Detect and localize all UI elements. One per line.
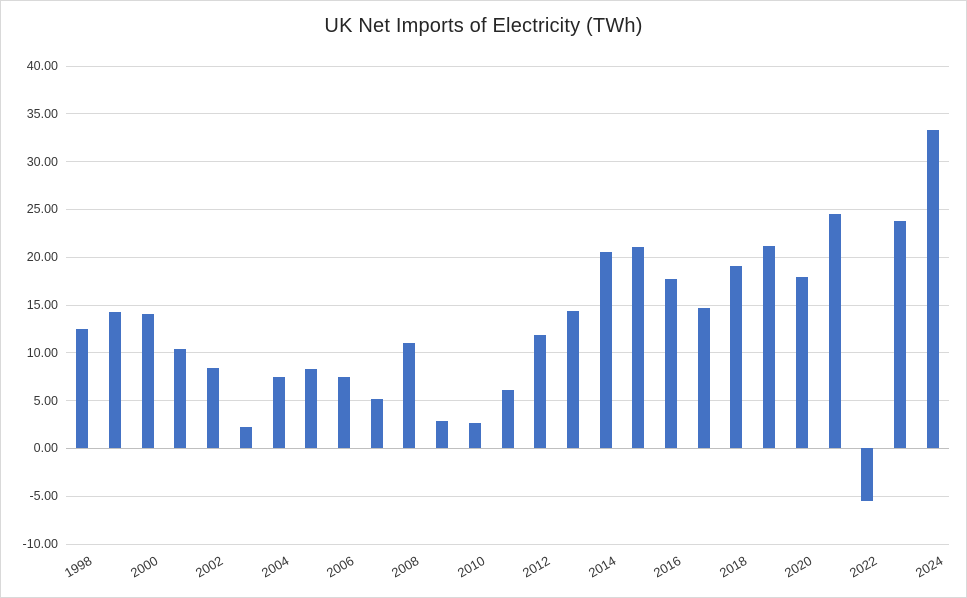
bar-2006: [337, 377, 350, 449]
bar-2019: [763, 246, 776, 449]
y-tick-label-0.00: 0.00: [33, 441, 58, 456]
x-tick-label-1998: 1998: [62, 553, 95, 581]
bar-2011: [501, 389, 514, 449]
x-tick-label-2010: 2010: [454, 553, 488, 581]
y-tick-label-10.00: 10.00: [26, 345, 58, 360]
x-tick-label-2022: 2022: [847, 553, 880, 581]
bar-2000: [141, 313, 154, 449]
bar-2018: [730, 265, 743, 449]
bar-2008: [403, 343, 416, 449]
x-tick-label-2014: 2014: [585, 553, 619, 581]
y-tick-label-35.00: 35.00: [26, 106, 58, 121]
bar-2020: [795, 276, 808, 449]
gridline-40: [66, 65, 949, 67]
y-tick-label--5.00: -5.00: [29, 489, 59, 504]
bar-2007: [370, 398, 383, 449]
bar-2010: [468, 422, 481, 449]
gridline--10: [66, 543, 949, 545]
bar-2021: [828, 213, 841, 449]
gridline-30: [66, 161, 949, 163]
gridline-20: [66, 256, 949, 258]
x-tick-label-2020: 2020: [781, 553, 815, 581]
x-tick-label-2018: 2018: [716, 553, 749, 581]
bar-1999: [109, 312, 122, 449]
bar-2024: [926, 129, 939, 449]
bar-2012: [534, 335, 547, 449]
gridline-25: [66, 208, 949, 210]
y-tick-label-5.00: 5.00: [33, 393, 58, 408]
bar-2004: [272, 376, 285, 449]
bar-2023: [893, 220, 906, 449]
gridline--5: [66, 495, 949, 497]
gridline-0: [66, 447, 949, 449]
chart-title: UK Net Imports of Electricity (TWh): [324, 15, 643, 37]
bar-2015: [632, 247, 645, 449]
x-tick-label-2024: 2024: [912, 553, 946, 581]
bar-2009: [436, 420, 449, 449]
x-tick-label-2016: 2016: [650, 553, 684, 581]
x-tick-label-2000: 2000: [127, 553, 161, 581]
x-tick-label-2002: 2002: [193, 553, 226, 581]
gridline-35: [66, 113, 949, 115]
x-tick-label-2006: 2006: [323, 553, 357, 581]
gridline-10: [66, 352, 949, 354]
y-tick-label--10.00: -10.00: [22, 537, 58, 551]
x-tick-label-2012: 2012: [520, 553, 553, 581]
bar-2003: [239, 427, 252, 449]
y-tick-label-30.00: 30.00: [26, 154, 58, 169]
y-tick-label-25.00: 25.00: [26, 202, 58, 217]
bar-2014: [599, 252, 612, 449]
bar-2016: [665, 278, 678, 449]
gridline-15: [66, 304, 949, 306]
bar-1998: [76, 329, 89, 449]
bar-2002: [207, 368, 220, 449]
bar-2001: [174, 348, 187, 449]
bar-2005: [305, 369, 318, 449]
y-tick-label-15.00: 15.00: [26, 298, 58, 312]
bar-2017: [697, 307, 710, 449]
x-tick-label-2008: 2008: [389, 553, 422, 581]
bar-2022: [861, 448, 874, 501]
y-tick-label-40.00: 40.00: [26, 59, 58, 73]
bar-2013: [566, 310, 579, 449]
x-tick-label-2004: 2004: [258, 553, 292, 581]
y-tick-label-20.00: 20.00: [26, 250, 58, 265]
